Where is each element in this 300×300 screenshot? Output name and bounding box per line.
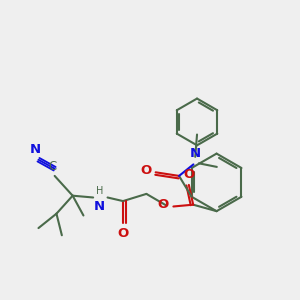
Text: N: N bbox=[190, 147, 201, 161]
Text: O: O bbox=[117, 227, 129, 240]
Text: H: H bbox=[96, 186, 103, 196]
Text: C: C bbox=[49, 160, 57, 173]
Text: O: O bbox=[158, 198, 169, 211]
Text: N: N bbox=[94, 200, 105, 213]
Text: O: O bbox=[140, 164, 151, 177]
Text: N: N bbox=[29, 143, 40, 156]
Text: O: O bbox=[183, 168, 194, 181]
